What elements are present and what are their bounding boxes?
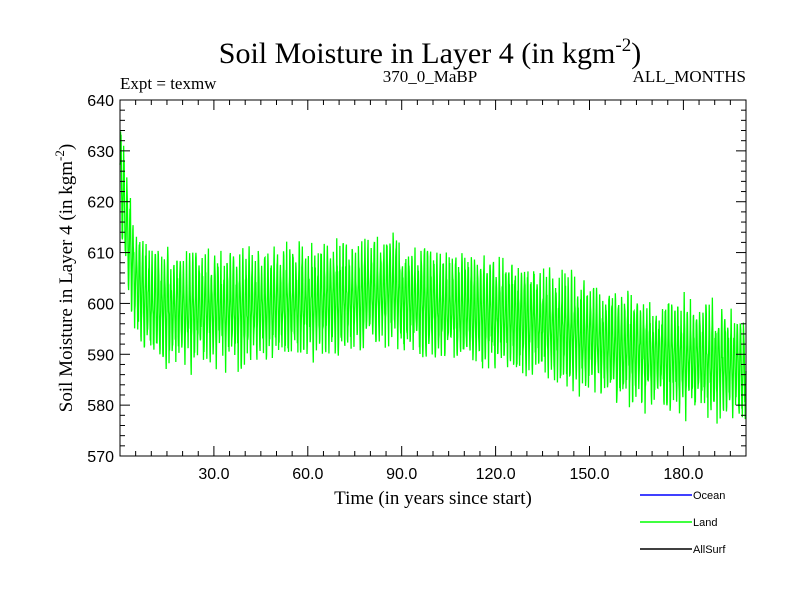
x-tick-label: 60.0 (292, 466, 323, 483)
x-axis-label: Time (in years since start) (334, 488, 532, 509)
axis-ticks: 570 580 590 600 610 620 630 640 30.0 60.0 90.0 120.… (87, 93, 746, 483)
series-line-land (119, 131, 747, 424)
x-tick-label: 90.0 (386, 466, 417, 483)
title-main: Soil Moisture in Layer 4 (in kgm (219, 37, 616, 70)
ylabel-superscript: -2 (52, 150, 67, 161)
y-tick-label: 590 (87, 347, 114, 364)
y-tick-label: 580 (87, 398, 114, 415)
y-tick-label: 630 (87, 144, 114, 161)
x-tick-label: 180.0 (663, 466, 703, 483)
subtitle-period: 370_0_MaBP (383, 67, 477, 86)
plot-frame (119, 99, 747, 457)
title-superscript: -2 (615, 35, 631, 56)
y-tick-label: 640 (87, 93, 114, 110)
ylabel-suffix: ) (56, 144, 77, 150)
ylabel-main: Soil Moisture in Layer 4 (in kgm (56, 161, 77, 412)
y-tick-label: 570 (87, 449, 114, 466)
plot-area (119, 131, 747, 424)
legend-label-allsurf: AllSurf (693, 544, 726, 556)
legend-label-land: Land (693, 517, 717, 529)
legend: Ocean Land AllSurf (640, 490, 726, 556)
title-suffix: ) (631, 37, 641, 70)
x-tick-label: 150.0 (569, 466, 609, 483)
subtitle-months: ALL_MONTHS (633, 67, 746, 86)
y-axis-label: Soil Moisture in Layer 4 (in kgm-2) (52, 144, 77, 412)
subtitle-experiment: Expt = texmw (120, 74, 217, 93)
legend-label-ocean: Ocean (693, 490, 725, 502)
x-tick-label: 120.0 (476, 466, 516, 483)
y-tick-label: 600 (87, 296, 114, 313)
x-tick-label: 30.0 (198, 466, 229, 483)
y-tick-label: 620 (87, 195, 114, 212)
y-tick-label: 610 (87, 246, 114, 263)
chart-title: Soil Moisture in Layer 4 (in kgm-2) (219, 35, 641, 70)
